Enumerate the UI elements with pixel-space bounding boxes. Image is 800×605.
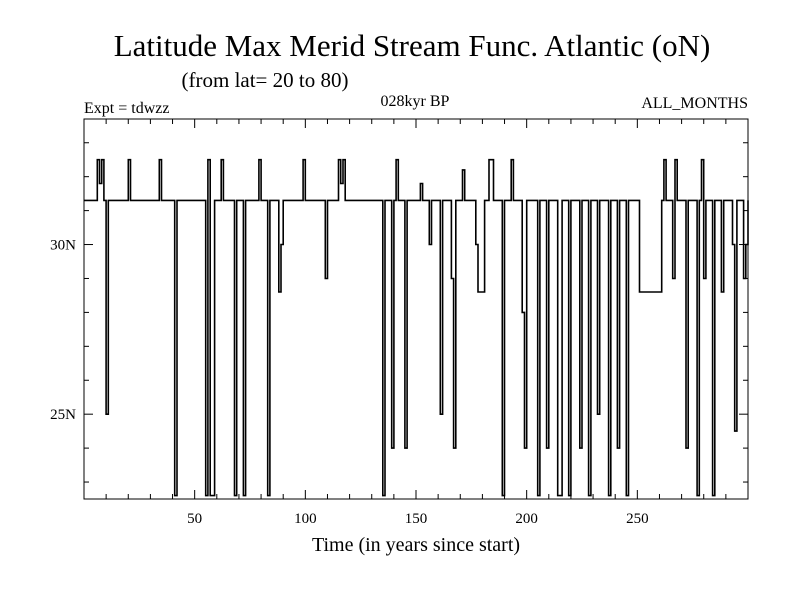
x-tick-label: 50 (187, 511, 202, 527)
y-tick-label: 25N (50, 407, 76, 423)
x-tick-label: 200 (515, 511, 538, 527)
x-axis-title: Time (in years since start) (312, 534, 520, 556)
months-label: ALL_MONTHS (641, 95, 748, 112)
series-line (84, 158, 749, 497)
period-label: 028kyr BP (381, 93, 450, 110)
tick-labels: 50 100 150 200 250 25N 30N (50, 238, 648, 527)
chart-subtitle: (from lat= 20 to 80) (182, 68, 349, 92)
y-tick-label: 30N (50, 238, 76, 254)
axis-ticks (84, 119, 748, 499)
plot-frame (83, 118, 749, 500)
experiment-label: Expt = tdwzz (84, 100, 169, 117)
series-group (84, 158, 749, 497)
x-tick-label: 150 (405, 511, 428, 527)
chart-title: Latitude Max Merid Stream Func. Atlantic… (114, 28, 711, 63)
x-tick-label: 100 (294, 511, 317, 527)
x-tick-label: 250 (626, 511, 649, 527)
